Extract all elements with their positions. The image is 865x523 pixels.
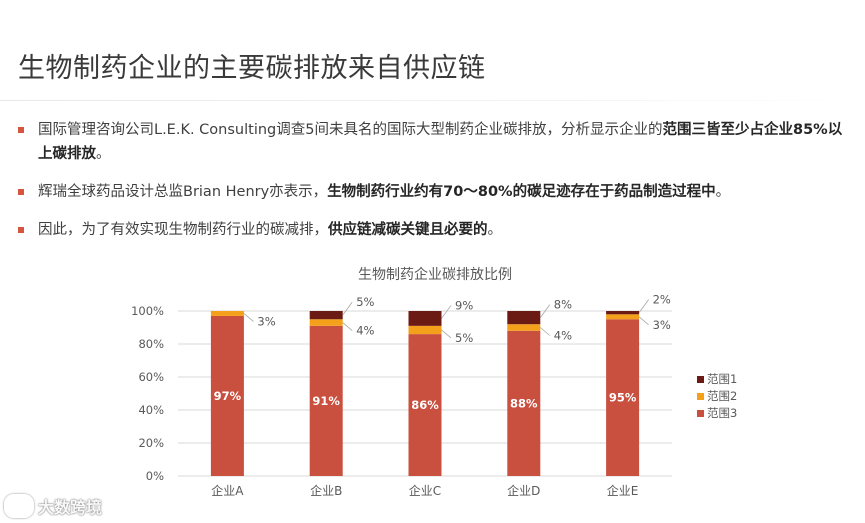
legend-swatch bbox=[697, 410, 704, 417]
watermark-logo-icon bbox=[4, 494, 34, 518]
leader-line bbox=[342, 322, 353, 331]
bar-segment bbox=[606, 314, 640, 320]
bar-segment bbox=[309, 319, 343, 326]
leader-line bbox=[638, 316, 649, 326]
x-tick-label: 企业C bbox=[409, 483, 441, 498]
bullet-text-end: 。 bbox=[96, 146, 111, 162]
y-tick-label: 20% bbox=[138, 436, 164, 450]
bullet-item: 国际管理咨询公司L.E.K. Consulting调查5间未具名的国际大型制药企… bbox=[18, 118, 853, 166]
bar-segment bbox=[507, 330, 541, 476]
legend-swatch bbox=[697, 393, 704, 400]
data-label: 3% bbox=[653, 318, 671, 332]
bullet-list: 国际管理咨询公司L.E.K. Consulting调查5间未具名的国际大型制药企… bbox=[18, 118, 853, 256]
bullet-text: 因此，为了有效实现生物制药行业的碳减排， bbox=[38, 222, 328, 238]
legend-label: 范围1 bbox=[707, 372, 737, 386]
bullet-item: 辉瑞全球药品设计总监Brian Henry亦表示，生物制药行业约有70～80%的… bbox=[18, 180, 853, 204]
y-tick-label: 0% bbox=[146, 469, 164, 483]
bar-segment bbox=[408, 325, 442, 335]
bullet-emphasis: 范围三皆至少占企业85%以上碳排放 bbox=[38, 122, 843, 162]
bullet-text: 辉瑞全球药品设计总监Brian Henry亦表示， bbox=[38, 184, 328, 200]
legend-label: 范围3 bbox=[707, 406, 737, 420]
leader-line bbox=[342, 301, 353, 316]
legend-label: 范围2 bbox=[707, 389, 737, 403]
data-label: 8% bbox=[554, 298, 572, 312]
leader-line bbox=[441, 305, 452, 319]
data-label: 9% bbox=[455, 298, 473, 312]
stacked-bar-chart: 生物制药企业碳排放比例 0% 20% 40% 60% 80% 100% 97% 3% 企业A 91%… bbox=[131, 266, 737, 498]
x-tick-label: 企业B bbox=[310, 483, 342, 498]
bullet-text: 国际管理咨询公司L.E.K. Consulting调查5间未具名的国际大型制药企… bbox=[38, 122, 663, 138]
bar-segment bbox=[606, 311, 640, 315]
x-tick-label: 企业E bbox=[607, 483, 639, 498]
bar-segment bbox=[606, 319, 640, 476]
title-divider bbox=[0, 100, 865, 101]
data-label: 97% bbox=[214, 389, 242, 403]
y-tick-label: 80% bbox=[138, 337, 164, 351]
leader-line bbox=[539, 304, 551, 318]
bar-segment bbox=[408, 334, 442, 476]
bullet-item: 因此，为了有效实现生物制药行业的碳减排，供应链减碳关键且必要的。 bbox=[18, 218, 853, 242]
bar-segment bbox=[507, 311, 541, 325]
bar-segment bbox=[210, 315, 244, 476]
data-label: 86% bbox=[411, 398, 439, 412]
data-label: 4% bbox=[356, 324, 374, 338]
legend-swatch bbox=[697, 376, 704, 383]
bar-segment bbox=[507, 324, 541, 331]
data-label: 3% bbox=[257, 314, 275, 328]
data-label: 5% bbox=[455, 331, 473, 345]
data-label: 5% bbox=[356, 295, 374, 309]
y-tick-label: 40% bbox=[138, 403, 164, 417]
bar-segment bbox=[309, 311, 343, 320]
watermark-text: 大数跨境 bbox=[38, 498, 103, 517]
data-label: 95% bbox=[609, 391, 637, 405]
leader-line bbox=[638, 299, 649, 313]
data-label: 2% bbox=[653, 293, 671, 307]
watermark: 大数跨境 bbox=[4, 493, 124, 519]
bar-segment bbox=[210, 311, 244, 316]
data-label: 4% bbox=[554, 329, 572, 343]
bar-segment bbox=[408, 311, 442, 326]
chart-title: 生物制药企业碳排放比例 bbox=[358, 266, 512, 283]
y-tick-label: 100% bbox=[131, 304, 164, 318]
bullet-emphasis: 生物制药行业约有70～80%的碳足迹存在于药品制造过程中 bbox=[327, 184, 716, 200]
bullet-text-end: 。 bbox=[487, 222, 503, 238]
x-tick-label: 企业D bbox=[507, 483, 540, 498]
bar-segment bbox=[309, 325, 343, 476]
data-label: 91% bbox=[312, 394, 340, 408]
leader-line bbox=[540, 327, 551, 336]
data-label: 88% bbox=[510, 396, 538, 410]
bullet-text-end: 。 bbox=[715, 184, 731, 200]
leader-line bbox=[441, 329, 452, 339]
slide-title: 生物制药企业的主要碳排放来自供应链 bbox=[18, 53, 486, 84]
x-tick-label: 企业A bbox=[211, 483, 244, 498]
leader-line bbox=[243, 313, 254, 322]
y-tick-label: 60% bbox=[138, 370, 164, 384]
bullet-emphasis: 供应链减碳关键且必要的 bbox=[328, 222, 488, 238]
